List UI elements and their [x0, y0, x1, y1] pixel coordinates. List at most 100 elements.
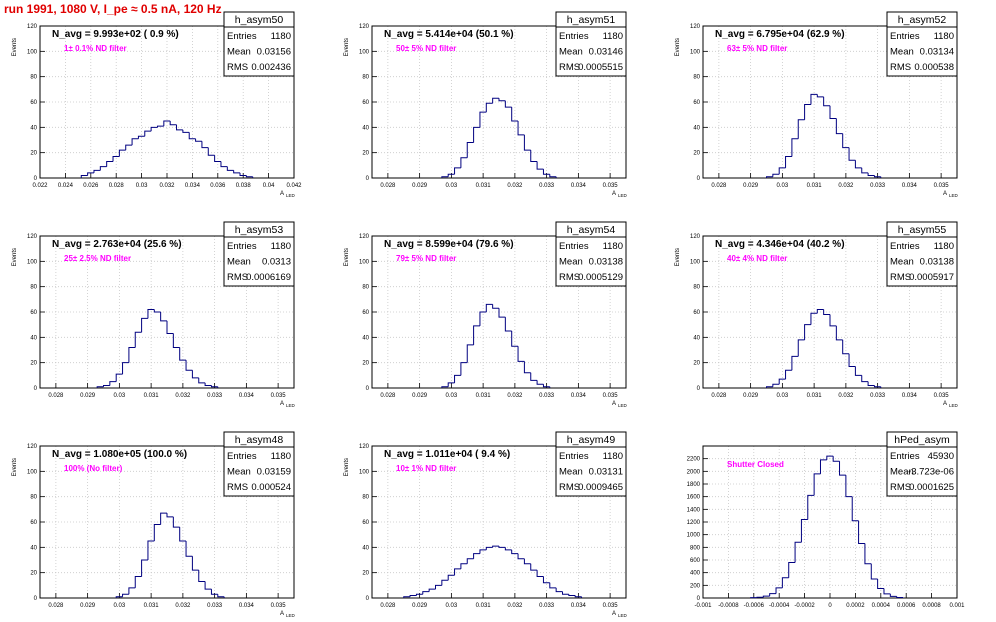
x-tick-label: 0.035 [271, 603, 287, 609]
histogram-bin [103, 384, 110, 387]
histogram-bin [873, 175, 881, 178]
x-tick-label: 0.0006 [897, 603, 916, 609]
histogram-bin [479, 111, 487, 128]
filter-label: 100% (No filter) [64, 464, 123, 473]
histogram-bin [441, 176, 449, 178]
stats-key-entries: Entries [890, 451, 920, 462]
x-tick-label: 0.03 [446, 393, 458, 399]
histogram-bin [210, 385, 218, 388]
histogram-bin [555, 587, 563, 593]
histogram-bin [772, 383, 780, 387]
x-tick-label: -0.0008 [718, 603, 739, 609]
histogram-bin [137, 135, 145, 139]
histogram-bin [839, 461, 846, 476]
histogram-bin [574, 595, 582, 598]
y-tick-label: 100 [27, 469, 38, 475]
y-tick-label: 40 [30, 335, 37, 341]
x-tick-label: -0.0002 [794, 603, 815, 609]
y-tick-label: 60 [30, 310, 37, 316]
histogram-bin [536, 570, 544, 577]
histogram-bin [128, 346, 136, 363]
x-tick-label: 0.03 [446, 603, 458, 609]
stats-value-rms: 0.002436 [251, 62, 291, 73]
histogram-bin [877, 579, 884, 589]
x-tick-label: 0.033 [207, 393, 223, 399]
x-tick-label: 0.031 [476, 603, 492, 609]
histogram-bin [460, 157, 468, 168]
stats-value-mean: 0.03138 [920, 257, 954, 268]
y-tick-label: 40 [362, 125, 369, 131]
x-tick-label: 0.035 [603, 393, 619, 399]
x-tick-label: 0.028 [380, 183, 396, 189]
x-tick-label: 0.031 [807, 183, 823, 189]
chart-h_asym49: 0.028 0.029 0.03 0.031 0.032 0.033 0.034 0.035 0… [344, 431, 628, 618]
y-tick-label: 120 [690, 24, 701, 30]
x-axis-title-subscript: LED [286, 403, 296, 408]
x-tick-label: 0.03 [114, 393, 126, 399]
stats-key-rms: RMS [890, 482, 911, 493]
stats-value-entries: 1180 [603, 31, 623, 42]
x-tick-label: 0.028 [711, 183, 727, 189]
histogram-bin [233, 170, 241, 174]
histogram-bin [542, 169, 550, 175]
x-tick-label: 0.033 [539, 603, 555, 609]
histogram-bin [179, 527, 187, 542]
histogram-bin [536, 380, 544, 385]
y-tick-label: 1400 [687, 507, 701, 513]
y-tick-label: 60 [693, 100, 700, 106]
x-tick-label: 0.033 [870, 183, 886, 189]
histogram-bin [207, 147, 215, 156]
histogram-bin [542, 576, 550, 584]
y-tick-label: 40 [30, 545, 37, 551]
y-tick-label: 40 [30, 125, 37, 131]
x-tick-label: 0.033 [539, 183, 555, 189]
histogram-bin [169, 121, 177, 126]
stats-value-entries: 1180 [934, 31, 954, 42]
y-tick-label: 0 [34, 596, 38, 602]
histogram-bin [523, 134, 531, 151]
stats-value-rms: 0.0005515 [578, 62, 623, 73]
x-tick-label: 0.033 [539, 393, 555, 399]
histogram-bin [144, 130, 152, 137]
y-tick-label: 1600 [687, 495, 701, 501]
histogram-bin [188, 132, 196, 140]
stats-title: h_asym48 [235, 434, 284, 446]
histogram-bin [791, 138, 799, 157]
y-tick-label: 80 [362, 495, 369, 501]
y-tick-label: 120 [27, 234, 38, 240]
stats-key-entries: Entries [890, 241, 920, 252]
x-tick-label: 0.029 [412, 393, 428, 399]
x-tick-label: 0.034 [902, 393, 918, 399]
y-tick-label: 0 [366, 596, 370, 602]
stats-box [886, 431, 958, 497]
y-tick-label: 60 [362, 100, 369, 106]
y-axis-title: Events [344, 38, 350, 56]
x-tick-label: 0.028 [48, 603, 64, 609]
stats-key-rms: RMS [227, 62, 248, 73]
histogram-bin [504, 547, 512, 551]
histogram-bin [454, 374, 461, 383]
histogram-bin [125, 144, 133, 151]
histogram-bin [473, 126, 480, 143]
histogram-bin [870, 563, 878, 580]
y-tick-label: 200 [690, 583, 701, 589]
histogram-bin [109, 381, 117, 386]
histogram-bin [511, 107, 519, 122]
stats-box [223, 221, 295, 287]
x-tick-label: -0.0004 [769, 603, 790, 609]
y-tick-label: 80 [30, 75, 37, 81]
histogram-bin [523, 558, 531, 565]
y-axis-title: Events [12, 458, 18, 476]
x-tick-label: 0.029 [80, 393, 96, 399]
histogram-bin [479, 311, 487, 326]
histogram-bin [166, 513, 174, 518]
histogram-bin [848, 353, 856, 367]
n-avg-label: N_avg = 1.080e+05 (100.0 %) [52, 449, 187, 460]
histogram-bin [498, 308, 506, 318]
x-axis-title: A LED [280, 191, 296, 198]
histogram-bin [128, 587, 136, 595]
x-tick-label: 0.042 [286, 183, 302, 189]
stats-value-rms: 0.0001625 [909, 482, 954, 493]
y-tick-label: 60 [362, 310, 369, 316]
y-tick-label: 20 [362, 571, 369, 577]
